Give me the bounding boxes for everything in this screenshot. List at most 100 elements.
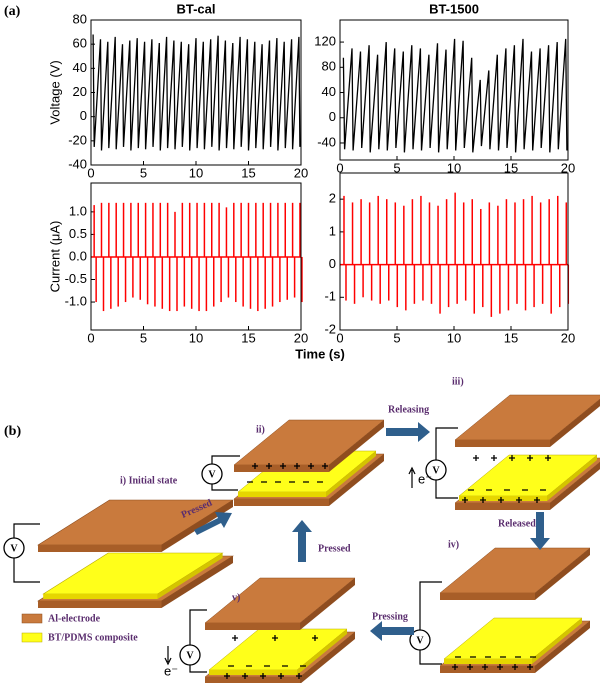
voltmeter xyxy=(425,459,447,481)
wire xyxy=(435,480,458,499)
y-tick-label: -20 xyxy=(68,132,87,147)
transition-label: Pressed xyxy=(318,543,351,554)
y-tick-label: 0 xyxy=(329,256,336,271)
state-label: iii) xyxy=(452,376,464,387)
plot-frame xyxy=(90,182,302,331)
x-tick-label: 5 xyxy=(393,330,400,345)
plot-frame xyxy=(339,19,569,161)
y-axis-label: Current (μA) xyxy=(47,221,62,293)
x-tick-label: 5 xyxy=(140,330,147,345)
y-tick-label: -1.0 xyxy=(65,293,87,308)
y-tick-label: -40 xyxy=(317,134,336,149)
electron-label: e⁻ xyxy=(164,663,178,678)
y-tick-label: 40 xyxy=(73,60,87,75)
chart-title: BT-1500 xyxy=(429,1,479,16)
x-tick-label: 10 xyxy=(447,160,461,175)
voltmeter-label: V xyxy=(432,465,440,476)
diagram: V V V e⁻ V V e⁻ xyxy=(3,376,600,683)
y-tick-label: 0 xyxy=(329,109,336,124)
transition-label: Releasing xyxy=(388,404,429,415)
data-line xyxy=(92,34,301,151)
x-tick-label: 15 xyxy=(241,165,255,180)
y-tick-label: 0.0 xyxy=(69,248,87,263)
y-tick-label: 120 xyxy=(314,34,336,49)
x-tick-label: 20 xyxy=(294,330,308,345)
x-tick-label: 0 xyxy=(336,160,343,175)
transition-arrow xyxy=(370,621,414,641)
x-tick-label: 10 xyxy=(189,330,203,345)
legend-label: Al-electrode xyxy=(48,613,101,624)
voltmeter xyxy=(409,629,431,651)
voltmeter xyxy=(3,537,25,559)
x-tick-label: 20 xyxy=(294,165,308,180)
y-tick-label: 20 xyxy=(73,84,87,99)
y-tick-label: -1 xyxy=(324,289,336,304)
y-tick-label: 1 xyxy=(329,223,336,238)
data-line xyxy=(342,38,568,153)
state-label: ii) xyxy=(256,424,265,435)
legend-label: BT/PDMS composite xyxy=(48,632,138,643)
y-tick-label: -2 xyxy=(324,321,336,336)
voltmeter xyxy=(179,644,201,666)
transition-label: Released xyxy=(498,518,536,529)
voltmeter-label: V xyxy=(416,635,424,646)
voltmeter xyxy=(201,463,223,485)
wire xyxy=(435,427,458,460)
x-tick-label: 0 xyxy=(87,165,94,180)
x-tick-label: 15 xyxy=(504,160,518,175)
y-tick-label: 40 xyxy=(322,84,336,99)
y-tick-label: -0.5 xyxy=(65,271,87,286)
x-tick-label: 5 xyxy=(140,165,147,180)
voltmeter-label: V xyxy=(208,469,216,480)
x-tick-label: 10 xyxy=(447,330,461,345)
wire xyxy=(189,665,207,673)
state-label: iv) xyxy=(448,539,459,550)
x-tick-label: 0 xyxy=(87,330,94,345)
charge-sign xyxy=(452,664,533,670)
transition-arrow xyxy=(292,520,312,562)
charge-sign xyxy=(232,635,318,641)
plot-frame xyxy=(339,172,569,331)
transition-label: Pressing xyxy=(372,611,408,622)
x-tick-label: 20 xyxy=(561,330,575,345)
y-tick-label: -40 xyxy=(68,156,87,171)
x-tick-label: 0 xyxy=(336,330,343,345)
y-tick-label: 2 xyxy=(329,191,336,206)
wire xyxy=(211,455,240,464)
x-tick-label: 15 xyxy=(241,330,255,345)
legend-swatch xyxy=(21,632,43,643)
y-axis-label: Voltage (V) xyxy=(47,60,62,124)
x-tick-label: 20 xyxy=(561,160,575,175)
electron-arrow xyxy=(164,646,172,666)
x-axis-label: Time (s) xyxy=(295,346,345,361)
wire xyxy=(13,523,40,538)
y-tick-label: 60 xyxy=(73,36,87,51)
transition-arrow xyxy=(530,512,550,550)
electron-label: e⁻ xyxy=(418,471,432,486)
legend-swatch xyxy=(21,613,43,624)
wire xyxy=(189,609,207,645)
charge-sign xyxy=(252,463,328,469)
wire xyxy=(419,581,442,630)
chart-title: BT-cal xyxy=(176,1,215,16)
y-tick-label: 0 xyxy=(80,108,87,123)
charge-sign xyxy=(224,673,302,679)
x-tick-label: 5 xyxy=(393,160,400,175)
y-tick-label: 80 xyxy=(73,11,87,26)
state-label: v) xyxy=(232,592,240,603)
y-tick-label: 0.5 xyxy=(69,226,87,241)
wire xyxy=(211,484,238,491)
charge-sign xyxy=(462,497,540,503)
voltmeter-label: V xyxy=(10,543,18,554)
electron-arrow xyxy=(408,466,416,488)
electrode-plate xyxy=(204,577,356,631)
electrode-plate xyxy=(439,547,591,601)
state-label: i) Initial state xyxy=(120,475,178,486)
charge-sign xyxy=(473,455,551,461)
plot-frame xyxy=(90,19,302,166)
panel-label: (a) xyxy=(4,4,21,19)
y-tick-label: 1.0 xyxy=(69,203,87,218)
transition-arrow xyxy=(386,422,430,442)
x-tick-label: 10 xyxy=(189,165,203,180)
